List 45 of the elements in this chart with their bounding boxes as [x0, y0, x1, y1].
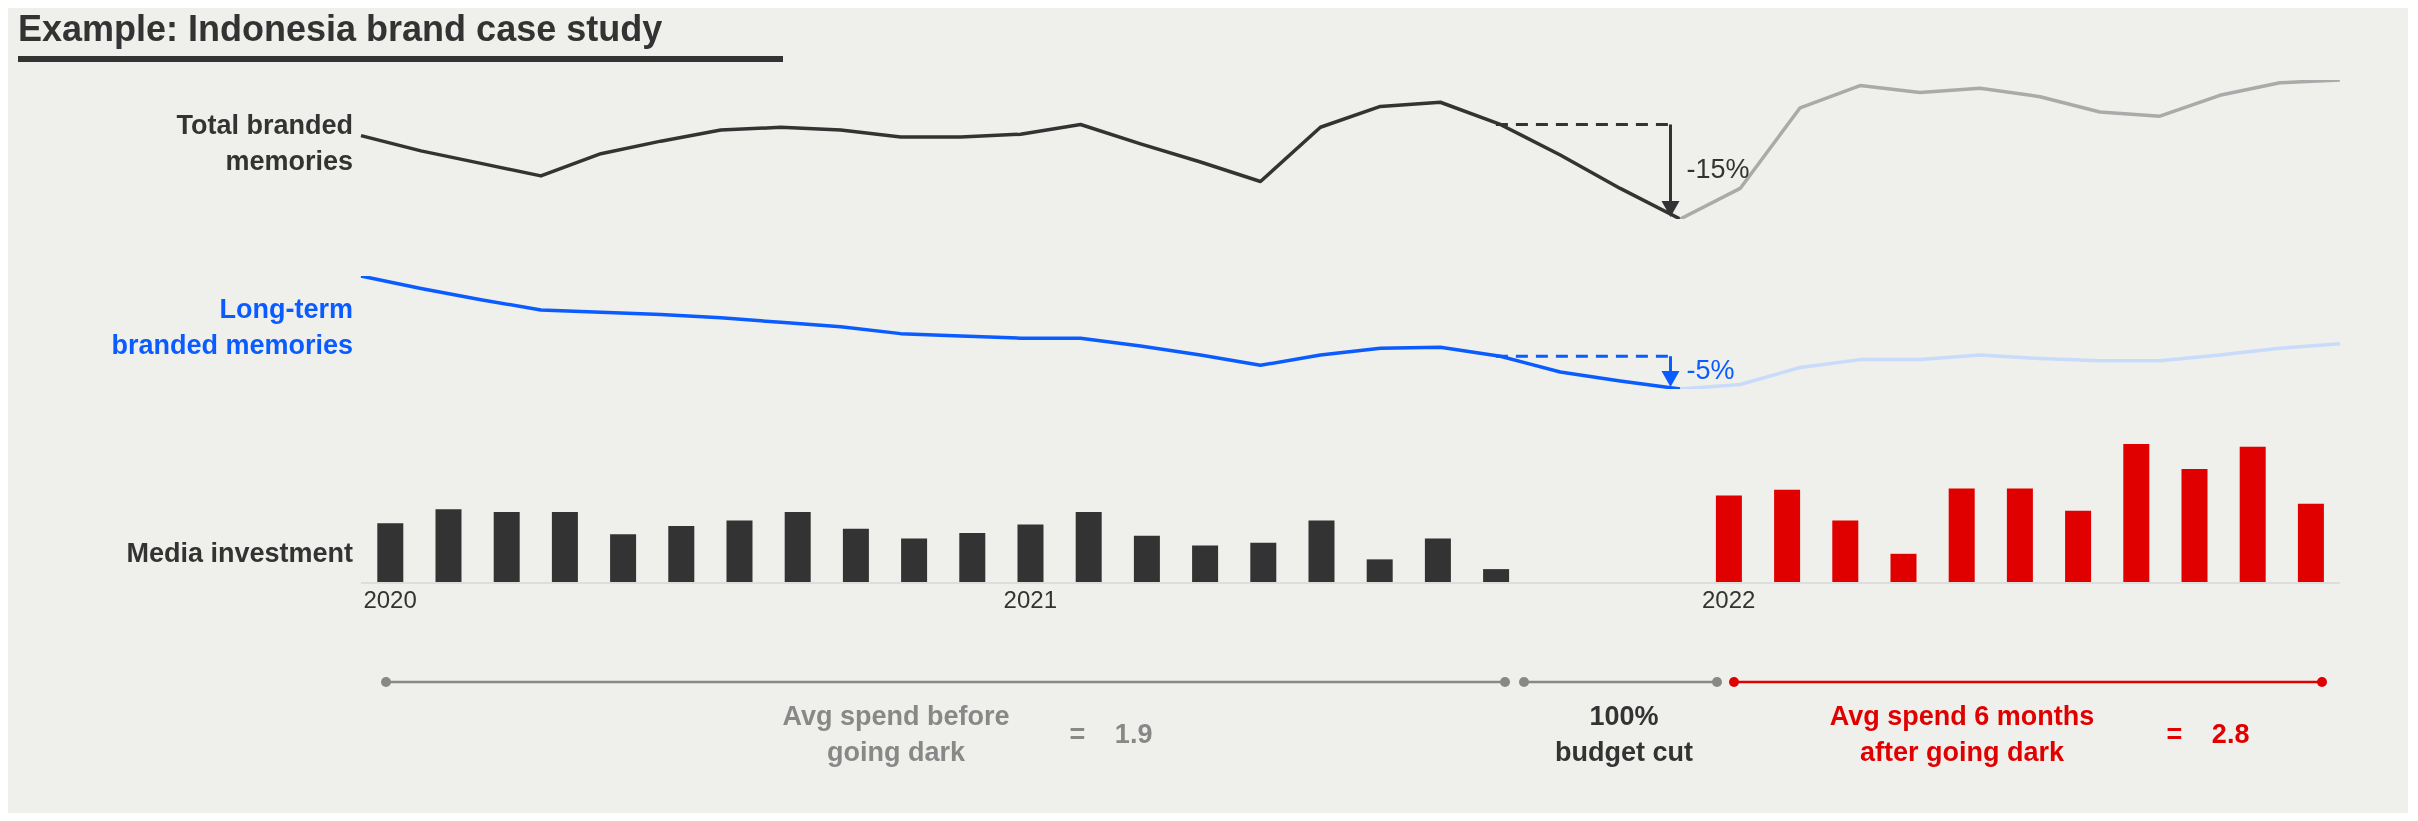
text: Avg spend 6 months after going dark — [1828, 700, 2096, 769]
x-tick-label: 2020 — [363, 586, 417, 614]
bar — [1948, 488, 1975, 583]
bar — [1308, 520, 1335, 583]
bar — [842, 528, 869, 583]
bar — [2181, 469, 2208, 583]
bar — [668, 526, 695, 583]
bar — [1133, 535, 1160, 583]
y-axis-title: Long-term branded memories — [110, 292, 353, 362]
y-axis-title: Media investment — [126, 537, 353, 570]
bar — [1774, 489, 1801, 583]
bar — [1250, 542, 1277, 583]
bar — [1192, 545, 1219, 583]
y-axis-title: Total branded memories — [175, 108, 353, 178]
bar — [2297, 503, 2324, 583]
bar — [435, 509, 462, 583]
bar — [2239, 446, 2266, 583]
bar — [2123, 444, 2150, 583]
bar — [1017, 524, 1044, 583]
bar — [2065, 510, 2092, 583]
text: = 1.9 — [1068, 718, 1154, 751]
text: 100% budget cut — [1554, 700, 1694, 769]
bar — [726, 520, 753, 583]
bar — [959, 532, 986, 583]
bar — [901, 538, 928, 583]
annotation: -5% — [1686, 354, 1735, 386]
bar — [1075, 512, 1102, 583]
bar — [1890, 553, 1917, 583]
bar — [551, 512, 578, 583]
text: = 2.8 — [2165, 718, 2251, 751]
bar — [2006, 488, 2033, 583]
bar — [1715, 495, 1742, 583]
chart-title: Example: Indonesia brand case study — [18, 8, 664, 50]
bar — [1366, 559, 1393, 583]
bar — [493, 512, 520, 583]
bar — [1424, 538, 1451, 583]
bar — [610, 534, 637, 583]
annotation: -15% — [1686, 153, 1750, 185]
bar — [1832, 520, 1859, 583]
bar — [377, 523, 404, 583]
x-tick-label: 2021 — [1003, 586, 1057, 614]
text: Avg spend before going dark — [781, 700, 1011, 769]
bar — [1483, 569, 1510, 583]
bar — [784, 512, 811, 583]
x-tick-label: 2022 — [1702, 586, 1756, 614]
